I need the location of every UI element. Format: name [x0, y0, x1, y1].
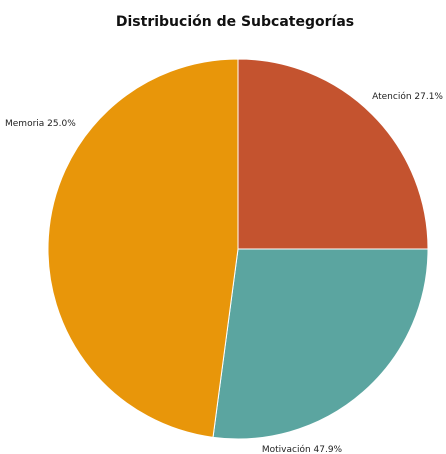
pie-slices	[47, 58, 429, 440]
slice-label-atencion: Atención 27.1%	[372, 91, 443, 102]
pie-labels: Atención 27.1% Motivación 47.9% Memoria 25…	[5, 91, 443, 454]
slice-label-memoria: Memoria 25.0%	[5, 119, 76, 129]
chart-title: Distribución de Subcategorías	[116, 14, 354, 30]
pie-slice-memoria	[237, 58, 429, 250]
slice-label-motivacion: Motivación 47.9%	[262, 444, 343, 454]
pie-slice-motivacion	[47, 58, 239, 438]
pie-slice-atencion	[212, 248, 429, 440]
